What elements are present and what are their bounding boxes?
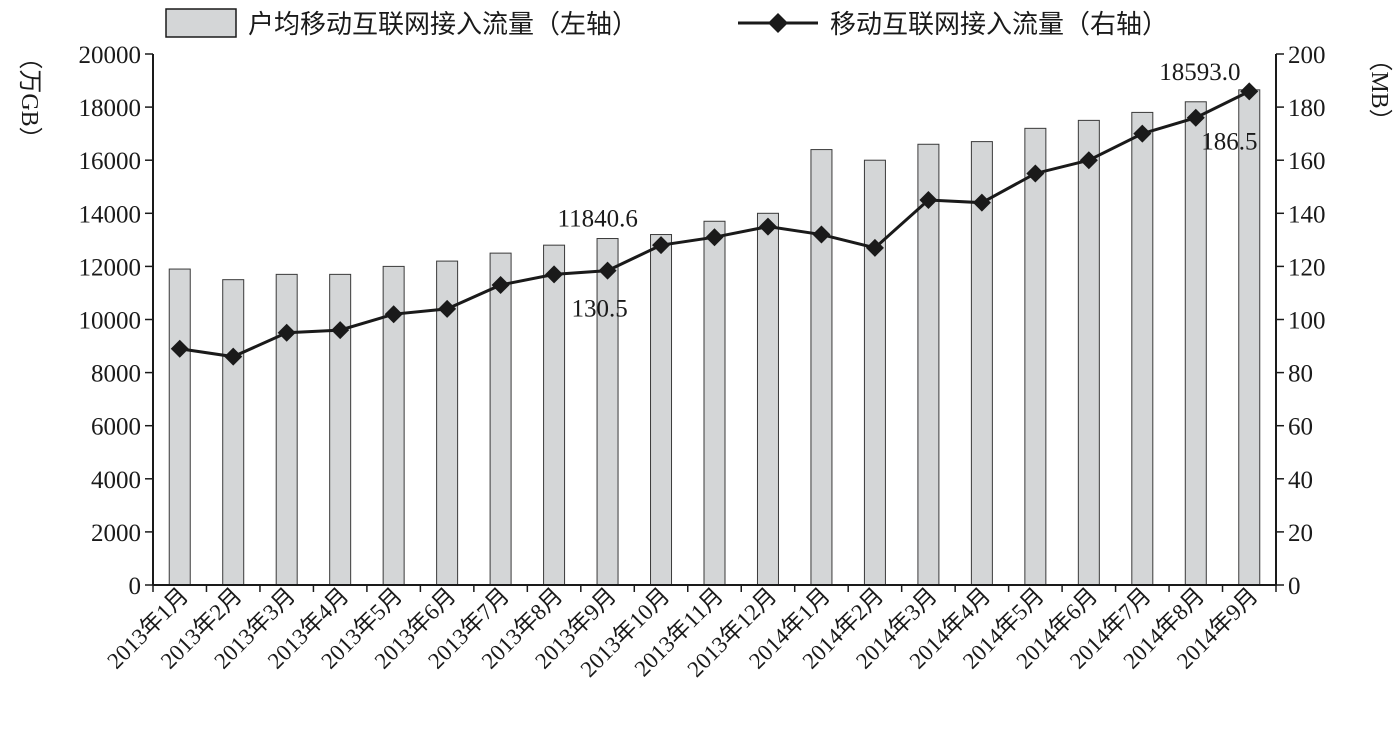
bar-10 (703, 220, 726, 586)
y-right-tick-label-6: 120 (1288, 254, 1326, 281)
line-marker-12 (812, 225, 831, 244)
line-marker-8 (598, 261, 617, 280)
labels-layer: 11840.6 130.5 18593.0 186.5 (558, 59, 1258, 323)
y-left-tick-label-6: 12000 (79, 254, 142, 281)
bar-12 (810, 149, 833, 586)
bar-8 (596, 238, 619, 586)
y-right-tick-label-10: 200 (1288, 42, 1326, 69)
line-marker-20 (1240, 82, 1259, 101)
line-marker-14 (919, 191, 938, 210)
y-right-axis-title: （MB） (1366, 47, 1392, 132)
line-marker-4 (384, 305, 403, 324)
legend-line-label: 移动互联网接入流量（右轴） (830, 10, 1168, 39)
line-marker-3 (331, 321, 350, 340)
bar-19 (1184, 101, 1207, 586)
line-marker-9 (652, 236, 671, 255)
y-left-tick-label-8: 16000 (79, 148, 142, 175)
bar-9 (650, 234, 673, 586)
line-marker-5 (438, 299, 457, 318)
line-marker-10 (705, 228, 724, 247)
line-marker-19 (1186, 108, 1205, 127)
line-marker-16 (1026, 164, 1045, 183)
line-marker-7 (545, 265, 564, 284)
annotation-0: 11840.6 (558, 206, 638, 233)
y-left-tick-label-3: 6000 (91, 414, 141, 441)
y-left-tick-label-5: 10000 (79, 308, 142, 335)
bar-6 (489, 252, 512, 586)
line-marker-17 (1079, 151, 1098, 170)
legend-bar-swatch (165, 8, 237, 38)
line-marker-2 (277, 323, 296, 342)
y-right-tick-label-7: 140 (1288, 201, 1326, 228)
bar-7 (543, 244, 566, 586)
y-left-tick-label-1: 2000 (91, 520, 141, 547)
bar-13 (863, 159, 886, 586)
legend-bar-label: 户均移动互联网接入流量（左轴） (248, 10, 638, 39)
bars-layer (168, 89, 1261, 586)
y-right-tick-label-0: 0 (1288, 573, 1301, 600)
bar-2 (275, 273, 298, 586)
y-left-tick-label-0: 0 (129, 573, 142, 600)
annotation-1: 130.5 (572, 296, 628, 323)
bar-14 (917, 143, 940, 586)
legend: 户均移动互联网接入流量（左轴） 移动互联网接入流量（右轴） (165, 8, 1168, 39)
bar-18 (1131, 111, 1154, 586)
line-marker-6 (491, 275, 510, 294)
y-right-tick-label-3: 60 (1288, 414, 1313, 441)
y-right-tick-label-5: 100 (1288, 308, 1326, 335)
y-left-tick-label-10: 20000 (79, 42, 142, 69)
annotation-3: 186.5 (1201, 128, 1257, 155)
line-marker-0 (170, 339, 189, 358)
y-right-tick-label-4: 80 (1288, 361, 1313, 388)
line-marker-1 (224, 347, 243, 366)
y-left-tick-label-4: 8000 (91, 361, 141, 388)
y-right-tick-label-8: 160 (1288, 148, 1326, 175)
y-left-tick-label-2: 4000 (91, 467, 141, 494)
y-left-tick-label-9: 18000 (79, 95, 142, 122)
bar-20 (1238, 89, 1261, 586)
y-right-tick-label-2: 40 (1288, 467, 1313, 494)
bar-1 (222, 279, 245, 586)
bar-17 (1077, 119, 1100, 586)
line-marker-11 (758, 217, 777, 236)
y-left-tick-label-7: 14000 (79, 201, 142, 228)
y-left-axis-title: （万GB） (16, 45, 42, 150)
annotation-2: 18593.0 (1159, 59, 1240, 86)
bar-16 (1024, 127, 1047, 586)
y-right-tick-label-1: 20 (1288, 520, 1313, 547)
legend-line-marker (768, 13, 788, 33)
bar-0 (168, 268, 191, 586)
line-marker-18 (1133, 124, 1152, 143)
line-marker-13 (865, 238, 884, 257)
line-layer (170, 82, 1259, 366)
bar-3 (329, 273, 352, 586)
bar-11 (756, 212, 779, 586)
y-right-tick-label-9: 180 (1288, 95, 1326, 122)
line-marker-15 (972, 193, 991, 212)
